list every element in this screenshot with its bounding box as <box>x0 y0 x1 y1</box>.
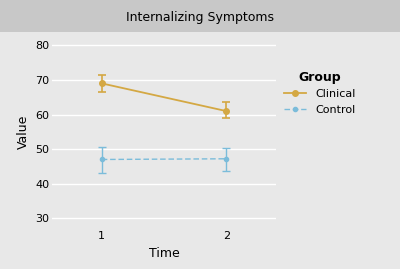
Y-axis label: Value: Value <box>16 115 30 149</box>
X-axis label: Time: Time <box>149 247 179 260</box>
Text: Internalizing Symptoms: Internalizing Symptoms <box>126 11 274 24</box>
Legend: Clinical, Control: Clinical, Control <box>280 66 360 119</box>
